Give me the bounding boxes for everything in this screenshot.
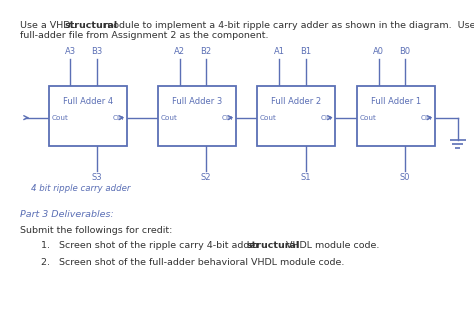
Text: S2: S2 xyxy=(201,173,211,182)
Text: Cout: Cout xyxy=(260,115,277,121)
Text: Cin: Cin xyxy=(321,115,333,121)
Text: B0: B0 xyxy=(400,47,411,56)
Text: B3: B3 xyxy=(91,47,103,56)
Text: A3: A3 xyxy=(65,47,76,56)
Text: Cout: Cout xyxy=(160,115,177,121)
Text: module to implement a 4-bit ripple carry adder as shown in the diagram.  Use the: module to implement a 4-bit ripple carry… xyxy=(101,21,474,30)
Text: Cin: Cin xyxy=(221,115,233,121)
Text: A0: A0 xyxy=(373,47,384,56)
Text: Full Adder 2: Full Adder 2 xyxy=(271,97,321,106)
Text: 4 bit ripple carry adder: 4 bit ripple carry adder xyxy=(31,184,130,193)
Bar xyxy=(48,86,127,146)
Text: Cin: Cin xyxy=(112,115,124,121)
Bar xyxy=(257,86,336,146)
Text: Submit the followings for credit:: Submit the followings for credit: xyxy=(20,226,172,235)
Text: Cout: Cout xyxy=(359,115,376,121)
Text: Use a VHDL: Use a VHDL xyxy=(20,21,79,30)
Text: Part 3 Deliverables:: Part 3 Deliverables: xyxy=(20,210,114,219)
Text: A1: A1 xyxy=(273,47,284,56)
Text: structural: structural xyxy=(246,241,299,250)
Text: Full Adder 1: Full Adder 1 xyxy=(371,97,421,106)
Text: B2: B2 xyxy=(201,47,212,56)
Text: structural: structural xyxy=(65,21,118,30)
Bar xyxy=(356,86,435,146)
Text: Cout: Cout xyxy=(51,115,68,121)
Text: S0: S0 xyxy=(400,173,410,182)
Text: full-adder file from Assignment 2 as the component.: full-adder file from Assignment 2 as the… xyxy=(20,31,268,40)
Text: Full Adder 4: Full Adder 4 xyxy=(63,97,113,106)
Text: B1: B1 xyxy=(300,47,311,56)
Text: VHDL module code.: VHDL module code. xyxy=(283,241,379,250)
Text: 2.   Screen shot of the full-adder behavioral VHDL module code.: 2. Screen shot of the full-adder behavio… xyxy=(41,258,345,267)
Text: Full Adder 3: Full Adder 3 xyxy=(172,97,222,106)
Text: Cin: Cin xyxy=(420,115,432,121)
Text: S3: S3 xyxy=(92,173,102,182)
Text: 1.   Screen shot of the ripple carry 4-bit adder: 1. Screen shot of the ripple carry 4-bit… xyxy=(41,241,263,250)
Text: A2: A2 xyxy=(174,47,185,56)
Bar xyxy=(157,86,236,146)
Text: S1: S1 xyxy=(301,173,311,182)
